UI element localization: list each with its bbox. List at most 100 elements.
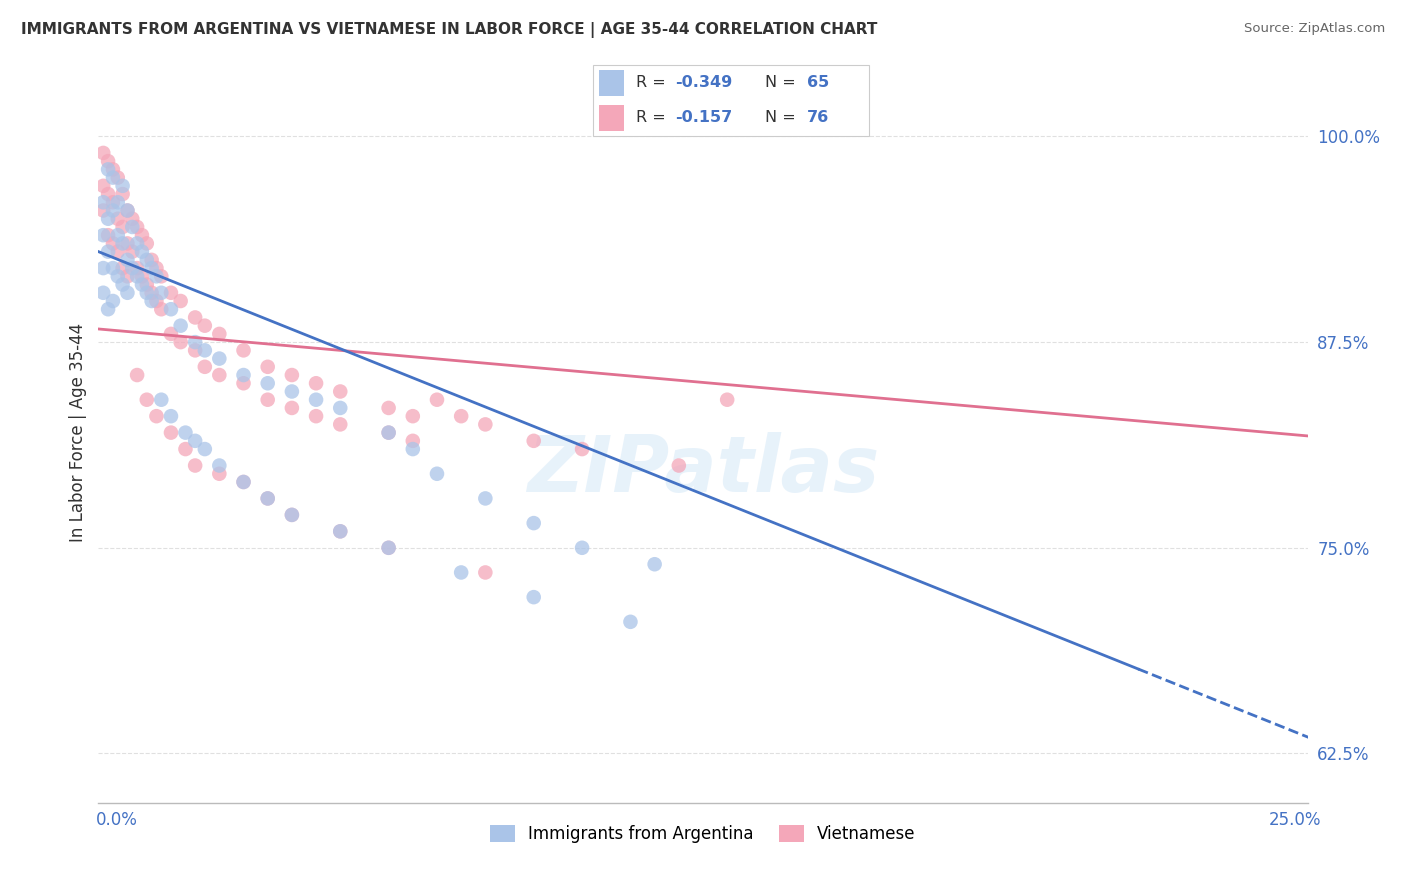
Point [117, 285, 139, 300]
Point [329, 524, 352, 539]
Point [256, 491, 278, 506]
Point [97, 228, 120, 243]
Point [377, 541, 399, 555]
Text: N =: N = [765, 75, 801, 90]
Point [121, 261, 143, 276]
Point [160, 425, 183, 440]
Point [402, 434, 425, 448]
Point [101, 162, 124, 177]
Point [523, 590, 546, 604]
Point [256, 359, 278, 374]
Point [101, 236, 124, 251]
Point [194, 318, 217, 333]
Text: ZIPatlas: ZIPatlas [527, 432, 879, 508]
Point [111, 187, 134, 202]
Point [957, 804, 980, 818]
Point [523, 516, 546, 530]
Point [232, 343, 254, 358]
Point [523, 434, 546, 448]
Point [91, 228, 114, 243]
Point [135, 277, 157, 292]
Point [329, 417, 352, 432]
Point [232, 475, 254, 489]
Point [127, 269, 149, 284]
Point [716, 392, 738, 407]
Point [150, 285, 173, 300]
Point [160, 285, 183, 300]
Y-axis label: In Labor Force | Age 35-44: In Labor Force | Age 35-44 [69, 323, 87, 542]
Point [97, 211, 120, 226]
Text: 25.0%: 25.0% [1270, 811, 1322, 829]
Point [111, 219, 134, 234]
Text: 0.0%: 0.0% [96, 811, 138, 829]
Point [1128, 812, 1150, 826]
Point [169, 318, 191, 333]
Point [305, 392, 328, 407]
Point [141, 293, 163, 308]
Point [91, 203, 114, 218]
Point [474, 417, 496, 432]
Point [107, 244, 129, 259]
Point [145, 269, 167, 284]
Text: -0.349: -0.349 [675, 75, 733, 90]
Point [111, 261, 134, 276]
Point [117, 236, 139, 251]
Text: -0.157: -0.157 [675, 110, 733, 125]
Point [117, 203, 139, 218]
Text: R =: R = [636, 110, 671, 125]
Point [141, 261, 163, 276]
Text: 76: 76 [807, 110, 830, 125]
Point [117, 203, 139, 218]
Point [107, 170, 129, 185]
Point [194, 343, 217, 358]
Legend: Immigrants from Argentina, Vietnamese: Immigrants from Argentina, Vietnamese [484, 819, 922, 850]
Point [281, 508, 304, 522]
Point [256, 376, 278, 391]
Point [117, 252, 139, 267]
Point [619, 615, 641, 629]
Point [160, 409, 183, 424]
Text: 65: 65 [807, 75, 830, 90]
Point [107, 195, 129, 210]
Point [256, 392, 278, 407]
Point [169, 335, 191, 350]
Point [101, 195, 124, 210]
Point [571, 541, 593, 555]
Point [97, 244, 120, 259]
Point [107, 269, 129, 284]
Point [135, 285, 157, 300]
Point [160, 302, 183, 317]
Point [194, 359, 217, 374]
FancyBboxPatch shape [599, 70, 624, 95]
Point [111, 178, 134, 193]
Point [127, 261, 149, 276]
Point [377, 541, 399, 555]
Point [141, 252, 163, 267]
Point [329, 524, 352, 539]
Point [668, 458, 690, 473]
Text: Source: ZipAtlas.com: Source: ZipAtlas.com [1244, 22, 1385, 36]
Point [426, 392, 449, 407]
Point [135, 236, 157, 251]
Point [184, 458, 207, 473]
Point [402, 409, 425, 424]
Point [91, 195, 114, 210]
Point [571, 442, 593, 456]
Point [107, 228, 129, 243]
Point [194, 442, 217, 456]
Point [232, 376, 254, 391]
Point [184, 335, 207, 350]
Point [377, 425, 399, 440]
Point [232, 475, 254, 489]
Point [208, 368, 231, 382]
Point [150, 392, 173, 407]
Point [377, 425, 399, 440]
Point [305, 409, 328, 424]
Point [101, 170, 124, 185]
Point [256, 491, 278, 506]
Point [145, 293, 167, 308]
Point [174, 442, 197, 456]
Point [131, 244, 153, 259]
Point [91, 261, 114, 276]
Point [169, 293, 191, 308]
